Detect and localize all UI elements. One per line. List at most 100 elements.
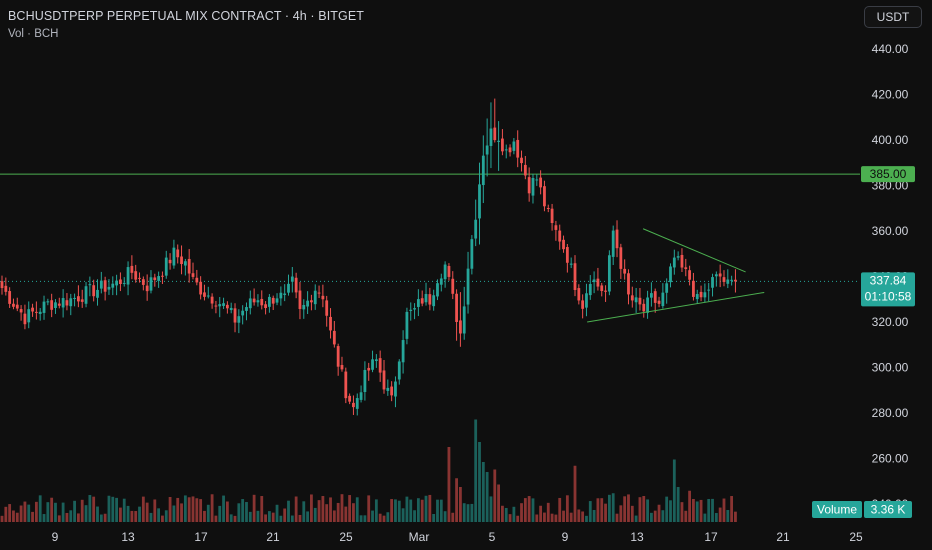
candle [329, 308, 332, 339]
volume-bar [543, 512, 546, 522]
candle [256, 294, 260, 307]
time-tick-label: 9 [562, 530, 569, 544]
volume-bar [42, 514, 46, 522]
candle [210, 293, 214, 309]
candle [627, 269, 630, 305]
candle [554, 220, 558, 241]
candle [73, 293, 76, 307]
volume-bar [107, 495, 111, 522]
volume-bar [409, 499, 413, 522]
candle [562, 235, 565, 253]
candle [394, 376, 397, 408]
candle [508, 144, 512, 157]
candle [4, 277, 8, 296]
volume-bar [394, 499, 397, 522]
volume-bar [191, 496, 195, 522]
volume-bar [294, 496, 298, 522]
volume-bar [103, 513, 107, 522]
candle [569, 257, 573, 269]
candle [115, 274, 118, 296]
volume-bar [161, 515, 164, 522]
candle [489, 102, 493, 169]
volume-bar [573, 465, 577, 522]
candle [183, 258, 187, 276]
volume-bar [183, 495, 187, 522]
candle [294, 272, 298, 299]
candle [57, 297, 61, 309]
volume-bar [374, 499, 378, 522]
volume-bar [256, 510, 260, 522]
triangle-upper-trendline[interactable] [642, 228, 746, 273]
candle [119, 272, 122, 292]
candle [378, 350, 382, 382]
price-tick-label: 420.00 [872, 87, 909, 101]
candle [718, 264, 722, 288]
candle [283, 284, 287, 302]
volume-bar [703, 513, 707, 522]
volume-bar [695, 501, 699, 522]
candle [367, 362, 371, 381]
candle [722, 270, 726, 287]
volume-bar [569, 512, 573, 522]
volume-bar [359, 515, 363, 522]
volume-bar [497, 484, 500, 522]
volume-bar [531, 498, 535, 522]
volume-bar [596, 498, 600, 522]
volume-bar [99, 514, 103, 522]
candle [344, 367, 348, 404]
volume-bar [355, 497, 359, 522]
candle [180, 245, 183, 275]
candle [195, 269, 199, 286]
volume-bar [210, 494, 214, 522]
candle [600, 282, 604, 297]
triangle-lower-trendline[interactable] [587, 291, 765, 323]
time-tick-label: 9 [52, 530, 59, 544]
volume-bar [0, 515, 4, 522]
candle [703, 283, 707, 303]
candle [203, 284, 206, 301]
candle [543, 180, 546, 212]
volume-bar [119, 507, 122, 522]
candle [436, 279, 439, 301]
candle [405, 307, 409, 345]
volume-bars [0, 419, 737, 522]
candle [665, 278, 669, 304]
volume-bar [611, 493, 615, 522]
candle [516, 130, 520, 168]
candle [252, 288, 256, 306]
volume-bar [115, 497, 118, 522]
candle [84, 282, 88, 308]
volume-bar [734, 511, 737, 522]
candle [225, 301, 229, 314]
candle [69, 293, 73, 316]
volume-bar [340, 494, 344, 522]
volume-bar [138, 506, 141, 522]
candle [623, 259, 627, 280]
currency-button[interactable]: USDT [864, 6, 922, 28]
volume-bar [439, 499, 443, 522]
volume-bar [722, 498, 726, 522]
volume-bar [585, 515, 588, 522]
candle [92, 279, 96, 302]
candle [287, 274, 290, 296]
volume-bar [661, 510, 665, 522]
volume-bar [206, 504, 210, 522]
price-tick-label: 360.00 [872, 224, 909, 238]
candle [138, 272, 141, 283]
time-tick-label: 13 [630, 530, 644, 544]
volume-bar [714, 513, 718, 522]
candle [359, 385, 363, 403]
volume-bar [504, 507, 508, 522]
symbol-title[interactable]: BCHUSDTPERP PERPETUAL MIX CONTRACT · 4h … [8, 9, 365, 23]
volume-bar [279, 515, 283, 522]
candle [523, 155, 527, 180]
candle [558, 224, 562, 250]
time-tick-label: 21 [266, 530, 280, 544]
time-axis[interactable]: 9 13 17 21 25 Mar 5 9 13 17 21 25 [52, 530, 863, 544]
volume-bar [325, 504, 329, 522]
volume-bar [615, 513, 619, 522]
candle [172, 239, 176, 269]
candle [363, 361, 367, 401]
volume-bar [413, 510, 416, 522]
